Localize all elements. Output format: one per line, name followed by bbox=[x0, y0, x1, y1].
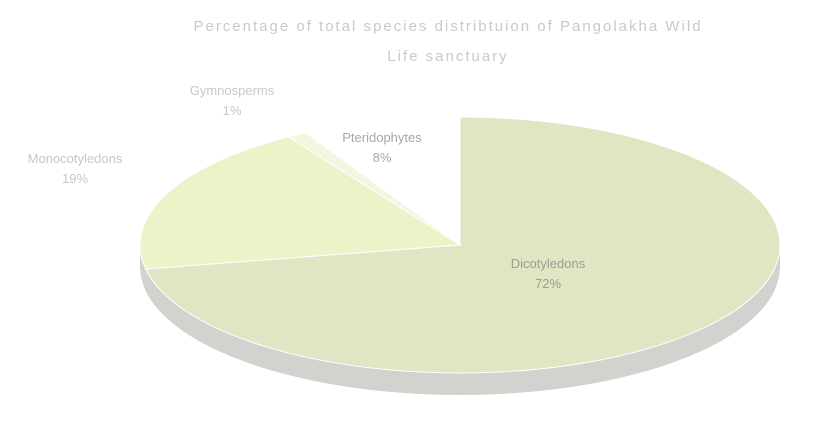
pie-side-band bbox=[140, 245, 780, 395]
slice-value-dicotyledons: 72% bbox=[535, 276, 561, 291]
pie-side-band bbox=[140, 245, 780, 395]
slice-label-pteridophytes: Pteridophytes bbox=[342, 130, 422, 145]
chart-title-line-2: Life sanctuary bbox=[387, 48, 509, 65]
slice-label-dicotyledons: Dicotyledons bbox=[511, 256, 586, 271]
pie-slice-monocotyledons bbox=[139, 136, 462, 270]
pie-labels: Dicotyledons 72% Monocotyledons 19% Gymnospe… bbox=[28, 83, 586, 291]
slice-label-monocotyledons: Monocotyledons bbox=[28, 151, 123, 166]
slice-value-pteridophytes: 8% bbox=[373, 150, 392, 165]
slice-label-gymnosperms: Gymnosperms bbox=[190, 83, 275, 98]
chart-title-line-1: Percentage of total species distribtuion… bbox=[193, 18, 703, 35]
pie-slice-pteridophytes bbox=[304, 116, 461, 246]
slice-value-monocotyledons: 19% bbox=[62, 171, 88, 186]
pie-slice-dicotyledons bbox=[144, 116, 781, 374]
slice-value-gymnosperms: 1% bbox=[223, 103, 242, 118]
pie-slices bbox=[139, 116, 781, 374]
